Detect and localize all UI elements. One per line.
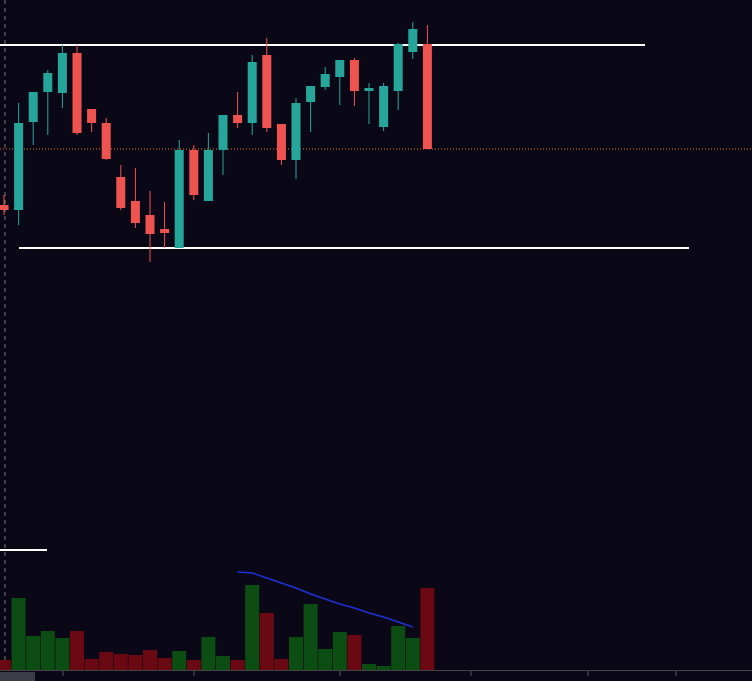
candle-body bbox=[116, 177, 126, 208]
candle-body bbox=[101, 123, 111, 159]
candle-body bbox=[291, 103, 301, 160]
volume-bar bbox=[11, 598, 26, 670]
volume-bar bbox=[376, 666, 391, 670]
candle-body bbox=[306, 86, 316, 102]
volume-bar bbox=[318, 649, 333, 670]
volume-bar bbox=[0, 660, 11, 670]
volume-bar bbox=[99, 652, 114, 670]
candle-body bbox=[130, 201, 140, 223]
volume-bar bbox=[157, 658, 172, 670]
candle-body bbox=[233, 115, 243, 123]
candle-body bbox=[218, 115, 228, 150]
candle-body bbox=[57, 53, 67, 93]
volume-bar bbox=[55, 638, 70, 670]
candle-body bbox=[160, 229, 170, 233]
candle-body bbox=[203, 150, 213, 201]
candle-body bbox=[189, 150, 199, 195]
time-ticks bbox=[62, 671, 677, 676]
volume-bar bbox=[201, 637, 216, 670]
volume-bar bbox=[70, 631, 84, 670]
candle-body bbox=[72, 53, 82, 133]
time-label-box bbox=[0, 672, 35, 681]
volume-bar bbox=[84, 659, 99, 670]
volume-bar bbox=[420, 588, 435, 670]
volume-bar bbox=[303, 604, 318, 670]
candle-body bbox=[0, 205, 9, 210]
candle-body bbox=[262, 55, 272, 128]
volume-bar bbox=[405, 638, 420, 670]
volume-bar bbox=[128, 655, 143, 670]
volume-bar bbox=[40, 631, 55, 670]
candle-body bbox=[349, 60, 359, 91]
volume-bar bbox=[391, 626, 406, 670]
volume-bar bbox=[259, 613, 274, 670]
candle-body bbox=[43, 73, 53, 92]
candle-body bbox=[87, 109, 97, 123]
moving-average-line bbox=[237, 571, 414, 628]
candle-body bbox=[364, 88, 374, 91]
candle-body bbox=[14, 123, 24, 210]
candle-body bbox=[28, 92, 38, 122]
candle-body bbox=[379, 86, 389, 127]
volume-bar bbox=[143, 650, 157, 670]
volume-bar bbox=[230, 660, 245, 670]
candle-body bbox=[247, 62, 257, 123]
candle-body bbox=[174, 150, 184, 248]
candle-body bbox=[145, 215, 155, 234]
candle-body bbox=[393, 44, 403, 91]
volume-bar bbox=[172, 651, 187, 670]
volume-bar bbox=[245, 585, 260, 670]
candle-body bbox=[320, 74, 330, 87]
volume-bar bbox=[186, 660, 201, 670]
volume-bar bbox=[113, 654, 128, 670]
volume-bar bbox=[26, 636, 41, 670]
candle-body bbox=[422, 44, 432, 149]
candle-body bbox=[276, 124, 286, 160]
candle-body bbox=[335, 60, 345, 77]
volume-bar bbox=[216, 656, 230, 670]
volume-bar bbox=[332, 632, 347, 670]
volume-bar bbox=[347, 635, 362, 670]
candle-body bbox=[408, 29, 418, 52]
volume-bar bbox=[289, 637, 303, 670]
volume-bar bbox=[362, 664, 376, 670]
volume-bar bbox=[274, 659, 289, 670]
